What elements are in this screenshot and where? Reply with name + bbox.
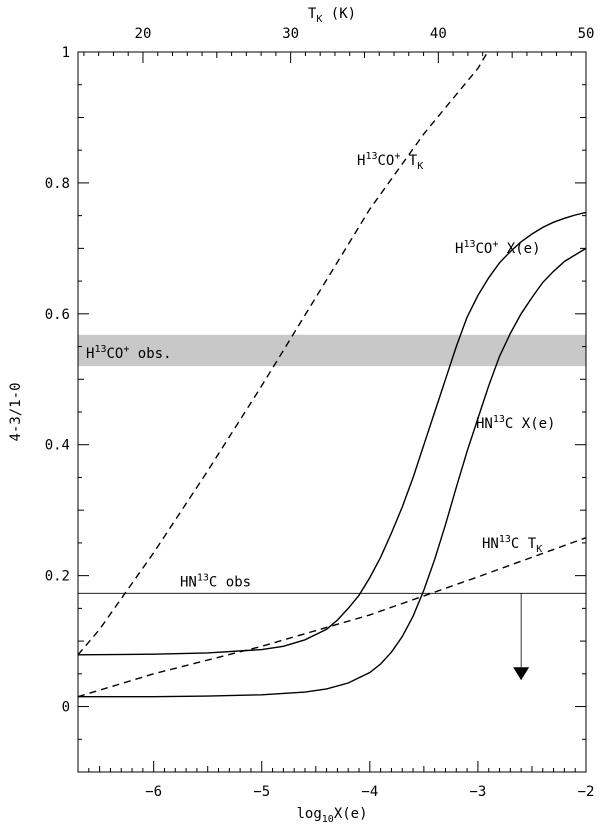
y-tick-label: 0.6: [45, 307, 70, 323]
top-tick-label: 40: [430, 26, 447, 42]
y-tick-label: 0.4: [45, 438, 70, 454]
y-axis-label: 4-3/1-0: [8, 382, 24, 441]
hn13c-xe-label: HN13C X(e): [476, 414, 556, 432]
series-layer: [77, 51, 587, 698]
x-tick-label: −2: [578, 784, 595, 800]
y-tick-label: 0.8: [45, 176, 70, 192]
top-tick-label: 50: [578, 26, 595, 42]
annotation-layer: H13CO+ obs. HN13C obs H13CO+ X(e) HN13C X(e…: [86, 151, 556, 590]
plot-frame: [77, 51, 587, 773]
ticks-layer: −6 −5 −4 −3 −2 20 30 40 50 0 0.2 0.4 0.6 0.8 1: [45, 26, 595, 800]
hn13c-xe-curve: [78, 247, 587, 698]
x-tick-label: −4: [361, 784, 378, 800]
upper-limit-arrowhead: [513, 667, 530, 681]
h13co-obs-label: H13CO+ obs.: [86, 344, 172, 362]
top-tick-label: 30: [282, 26, 299, 42]
x-tick-label: −3: [469, 784, 486, 800]
observation-layer: [78, 334, 586, 681]
y-tick-label: 0.2: [45, 569, 70, 585]
hn13c-tk-label: HN13C TK: [482, 534, 542, 555]
y-tick-label: 1: [62, 45, 70, 61]
top-tick-label: 20: [135, 26, 152, 42]
y-tick-label: 0: [62, 700, 70, 716]
x-axis-label: log10X(e): [296, 806, 367, 825]
h13co-obs-band: [78, 334, 586, 367]
hn13c-tk-curve: [77, 537, 587, 698]
x-tick-label: −6: [145, 784, 162, 800]
h13co-xe-curve: [77, 211, 587, 656]
h13co-xe-label: H13CO+ X(e): [455, 239, 541, 257]
x-tick-label: −5: [253, 784, 270, 800]
hn13c-obs-label: HN13C obs: [180, 572, 251, 590]
h13co-tk-curve: [77, 51, 489, 656]
h13co-tk-label: H13CO+ TK: [357, 151, 423, 172]
top-axis-label: TK (K): [308, 6, 356, 25]
